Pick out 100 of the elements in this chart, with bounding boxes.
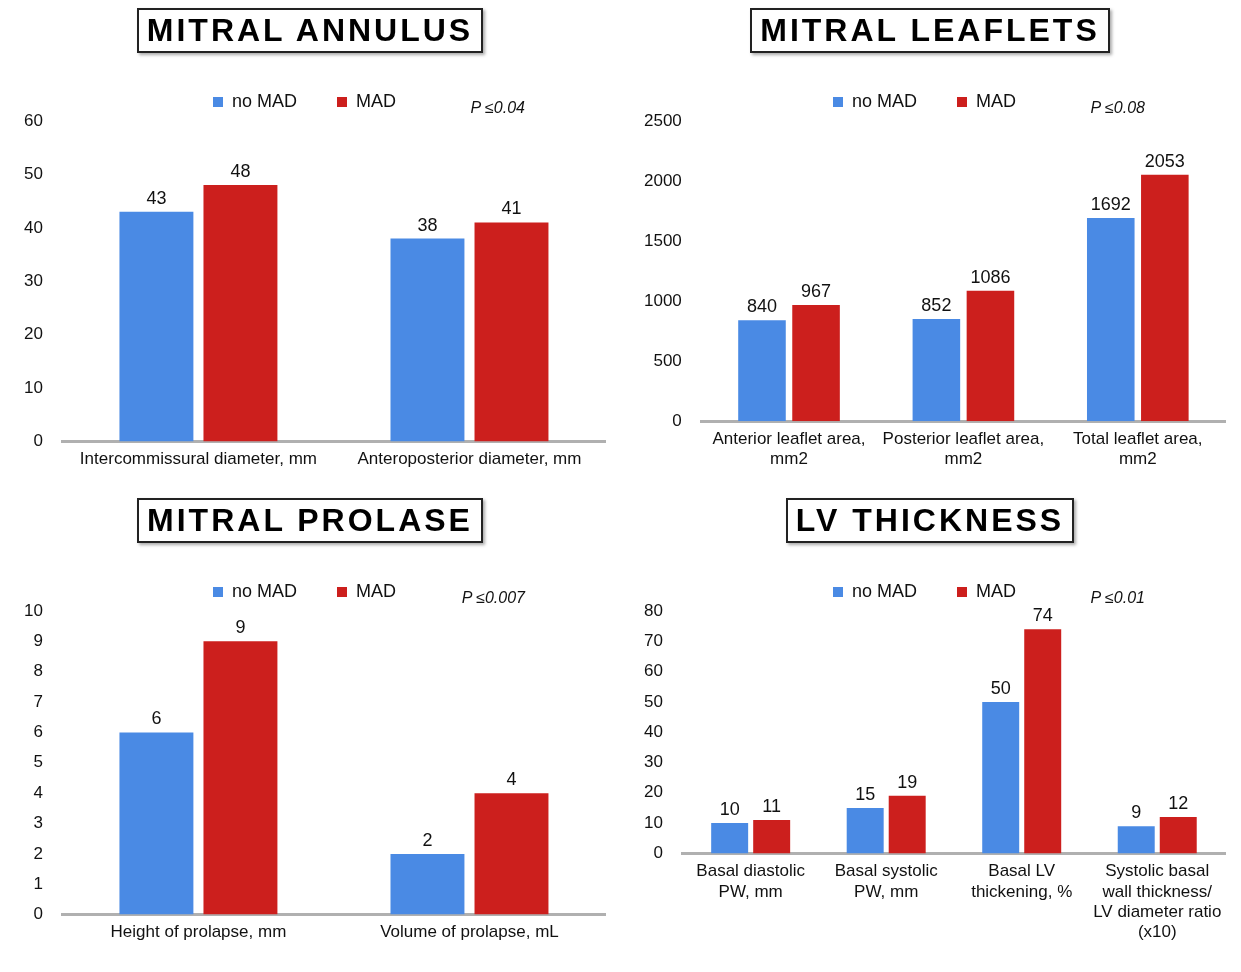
y-tick-label: 8 [33, 661, 43, 681]
y-tick-label: 30 [643, 752, 663, 772]
data-label: 852 [921, 294, 952, 315]
y-tick-label: 60 [23, 110, 43, 130]
y-tick-label: 6 [33, 722, 43, 742]
y-tick-label: 1 [33, 873, 43, 893]
data-label: 15 [855, 783, 876, 804]
x-tick-label: Basal systolic PW, mm [834, 861, 939, 901]
y-tick-label: 1500 [643, 230, 682, 250]
legend-label: no MAD [851, 90, 918, 111]
bar [888, 795, 926, 854]
text: P ≤0.04 [470, 99, 526, 117]
x-tick-label: Height of prolapse, mm [110, 922, 287, 942]
x-tick-label: Posterior leaflet area, mm2 [882, 429, 1045, 469]
data-label: 1692 [1090, 193, 1131, 214]
bar [1141, 174, 1189, 422]
data-label: 11 [762, 796, 782, 817]
text: P ≤0.007 [461, 589, 527, 607]
bar [792, 305, 840, 422]
data-label: 43 [146, 187, 167, 208]
data-label: 6 [151, 708, 162, 729]
bar [119, 732, 194, 915]
bar [1086, 218, 1135, 422]
y-tick-label: 10 [643, 812, 663, 832]
bar [711, 823, 749, 854]
y-tick-label: 4 [33, 782, 43, 802]
x-tick-label: Basal LV thickening, % [971, 861, 1073, 901]
data-label: 12 [1168, 793, 1189, 814]
y-tick-label: 10 [23, 600, 43, 620]
y-tick-label: 500 [653, 350, 682, 370]
x-tick-label: Total leaflet area, mm2 [1073, 429, 1203, 469]
bar [1117, 826, 1155, 854]
bar [1159, 817, 1197, 854]
data-label: 48 [230, 161, 251, 182]
y-tick-label: 9 [33, 631, 43, 651]
text: P ≤0.01 [1090, 589, 1145, 607]
bar [966, 290, 1015, 422]
legend-label: no MAD [851, 580, 918, 601]
bar [738, 320, 786, 422]
legend-label: MAD [356, 90, 397, 111]
y-tick-label: 40 [23, 217, 43, 237]
legend-label: MAD [976, 90, 1017, 111]
data-label: 1086 [970, 266, 1011, 287]
y-tick-label: 10 [23, 377, 43, 397]
legend-label: MAD [356, 580, 397, 601]
legend-label: MAD [976, 580, 1017, 601]
y-tick-label: 70 [643, 630, 663, 650]
x-tick-label: Basal diastolic PW, mm [696, 861, 806, 901]
y-tick-label: 40 [643, 721, 663, 741]
data-label: 4 [506, 769, 517, 790]
x-tick-label: Intercommissural diameter, mm [79, 449, 317, 469]
bar [119, 211, 194, 442]
x-tick-label: Systolic basal wall thickness/ LV diameter ratio (x10) [1093, 861, 1222, 942]
data-label: 41 [501, 198, 522, 219]
bar [390, 238, 465, 442]
x-tick-label: Anteroposterior diameter, mm [357, 449, 582, 469]
y-tick-label: 5 [33, 752, 43, 772]
data-label: 967 [801, 281, 832, 302]
chart-title: MITRAL PROLASE [137, 498, 483, 543]
y-tick-label: 1000 [643, 290, 682, 310]
y-tick-label: 0 [33, 431, 43, 451]
bar [474, 793, 549, 915]
chart-title: MITRAL ANNULUS [136, 8, 484, 53]
legend-label: no MAD [231, 580, 298, 601]
y-tick-label: 20 [23, 324, 43, 344]
bar [982, 701, 1020, 854]
data-label: 2053 [1144, 150, 1185, 171]
y-tick-label: 80 [643, 600, 663, 620]
x-tick-label: Anterior leaflet area, mm2 [712, 429, 866, 469]
data-label: 74 [1032, 605, 1053, 626]
bar [846, 807, 884, 854]
bar [474, 222, 549, 442]
bar [203, 641, 278, 915]
y-tick-label: 2 [33, 843, 43, 863]
y-tick-label: 0 [33, 904, 43, 924]
data-label: 19 [897, 771, 918, 792]
y-tick-label: 2500 [643, 110, 682, 130]
y-tick-label: 7 [33, 691, 43, 711]
chart-title: LV THICKNESS [785, 498, 1075, 543]
bar [390, 853, 465, 915]
y-tick-label: 20 [643, 782, 663, 802]
y-tick-label: 50 [643, 691, 663, 711]
x-tick-label: Volume of prolapse, mL [380, 922, 559, 942]
chart-title: MITRAL LEAFLETS [750, 8, 1110, 53]
y-tick-label: 30 [23, 270, 43, 290]
y-tick-label: 0 [672, 410, 682, 430]
data-label: 840 [746, 296, 778, 317]
data-label: 10 [719, 799, 740, 820]
text: P ≤0.08 [1090, 99, 1146, 117]
y-tick-label: 2000 [643, 170, 682, 190]
data-label: 9 [1131, 802, 1142, 823]
bar [203, 185, 278, 442]
legend-label: no MAD [231, 90, 298, 111]
bar [1024, 629, 1062, 854]
data-label: 9 [235, 617, 246, 638]
y-tick-label: 60 [643, 661, 663, 681]
data-label: 50 [990, 677, 1011, 698]
y-tick-label: 50 [23, 164, 43, 184]
y-tick-label: 0 [653, 843, 663, 863]
bar [912, 318, 961, 422]
